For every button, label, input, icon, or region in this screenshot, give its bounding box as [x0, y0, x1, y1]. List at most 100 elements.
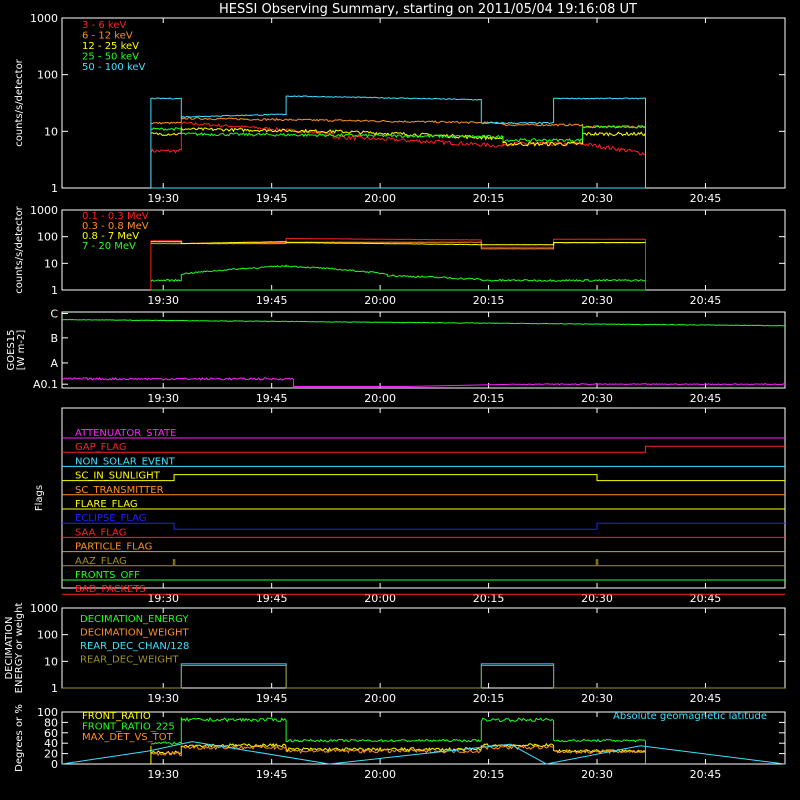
panel1-xtick-label: 20:45	[690, 192, 722, 205]
panel5-legend-entry: DECIMATION_WEIGHT	[80, 628, 189, 639]
panel6-ylabel: Degrees or %	[14, 704, 25, 772]
flag-label: FLARE_FLAG	[75, 499, 138, 510]
panel6-series-2	[150, 744, 646, 757]
panel5-xtick-label: 20:00	[364, 692, 396, 705]
panel2-xtick-label: 20:15	[473, 294, 505, 307]
panel3-ylabel: GOES15	[6, 329, 17, 370]
panel6-ytick-label: 20	[44, 748, 58, 761]
panel6-geomag-latitude	[61, 741, 786, 765]
panel2-series-3	[150, 264, 646, 283]
panel5-xtick-label: 20:45	[690, 692, 722, 705]
panel6-annotation: Absolute geomagnetic latitude	[613, 711, 767, 722]
panel6-ytick-label: 80	[44, 716, 58, 729]
panel6-xtick-label: 20:00	[364, 768, 396, 781]
panel3-ytick-label: B	[50, 332, 58, 345]
panel3-ytick-label: A0.1	[33, 378, 58, 391]
panel1-xtick-label: 20:30	[581, 192, 613, 205]
panel5-ytick-label: 10	[44, 655, 58, 668]
panel4-xtick-label: 19:30	[147, 592, 179, 605]
flag-label: ATTENUATOR_STATE	[75, 428, 176, 439]
panel2-xtick-label: 19:45	[256, 294, 288, 307]
panel6-ytick-label: 100	[37, 706, 58, 719]
flag-label: AAZ_FLAG	[75, 556, 127, 567]
flag-label: GAP_FLAG	[75, 442, 127, 453]
panel2-ytick-label: 1000	[30, 204, 58, 217]
panel4-xtick-label: 20:45	[690, 592, 722, 605]
panel3-xtick-label: 20:15	[473, 392, 505, 405]
panel5-xtick-label: 20:30	[581, 692, 613, 705]
panel5-ytick-label: 1000	[30, 602, 58, 615]
flag-label: SAA_FLAG	[75, 527, 126, 538]
panel3-series-0	[61, 318, 786, 327]
panel4-xtick-label: 20:30	[581, 592, 613, 605]
panel1-ytick-label: 10	[44, 125, 58, 138]
panel6-ytick-label: 60	[44, 727, 58, 740]
panel2-frame	[61, 209, 786, 291]
panel1-legend-entry: 50 - 100 keV	[82, 62, 146, 73]
panel5-legend-entry: REAR_DEC_CHAN/128	[80, 641, 189, 652]
panel5-legend-entry: DECIMATION_ENERGY	[80, 614, 189, 625]
panel3-frame	[61, 311, 786, 389]
panel1-series-2	[150, 126, 646, 147]
panel6-legend-entry: FRONT_RATIO_225	[82, 722, 175, 733]
flag-line-aaz_flag	[62, 559, 785, 567]
panel1-legend-entry: 6 - 12 keV	[82, 31, 133, 42]
panel2-series-2	[150, 241, 646, 246]
panel5-xtick-label: 19:30	[147, 692, 179, 705]
panel1-xtick-label: 19:45	[256, 192, 288, 205]
panel4-frame	[61, 407, 786, 589]
panel4-ylabel: Flags	[34, 485, 45, 511]
panel6-legend-entry: MAX_DET_VS_TOT	[82, 732, 174, 743]
panel6-xtick-label: 20:30	[581, 768, 613, 781]
panel3-xtick-label: 20:30	[581, 392, 613, 405]
panel6-frame	[61, 711, 786, 765]
panel2-legend-entry: 0.1 - 0.3 MeV	[82, 211, 149, 222]
panel5-series-3	[62, 664, 785, 689]
panel2-series-0	[150, 237, 646, 290]
panel5-xtick-label: 19:45	[256, 692, 288, 705]
panel6-xtick-label: 19:45	[256, 768, 288, 781]
panel1-ytick-label: 1000	[30, 12, 58, 25]
flag-label: SC_IN_SUNLIGHT	[75, 471, 161, 482]
panel3-xtick-label: 19:45	[256, 392, 288, 405]
panel3-series-1	[61, 376, 786, 387]
panel6-legend-entry: FRONT_RATIO	[82, 711, 151, 722]
panel2-ylabel: counts/s/detector	[14, 205, 25, 293]
panel1-ytick-label: 1	[51, 182, 58, 195]
flag-label: BAD_PACKETS	[75, 584, 146, 595]
panel6-xtick-label: 20:15	[473, 768, 505, 781]
panel5-ytick-label: 100	[37, 629, 58, 642]
panel1-xtick-label: 20:00	[364, 192, 396, 205]
panel2-ytick-label: 100	[37, 231, 58, 244]
panel5-series-2	[62, 663, 785, 689]
panel1-xtick-label: 19:30	[147, 192, 179, 205]
flag-label: PARTICLE_FLAG	[75, 542, 152, 553]
flag-label: NON_SOLAR_EVENT	[75, 456, 176, 467]
panel6-ytick-label: 40	[44, 737, 58, 750]
panel4-xtick-label: 20:00	[364, 592, 396, 605]
panel2-legend-entry: 7 - 20 MeV	[82, 241, 136, 252]
panel6-series-1	[150, 716, 646, 745]
panel2-ytick-label: 1	[51, 284, 58, 297]
panel3-ytick-label: C	[50, 308, 58, 321]
flag-line-eclipse_flag	[62, 522, 785, 530]
chart-title: HESSI Observing Summary, starting on 201…	[219, 2, 637, 17]
panel3-xtick-label: 19:30	[147, 392, 179, 405]
panel1-ylabel: counts/s/detector	[14, 58, 25, 146]
panel2-legend-entry: 0.3 - 0.8 MeV	[82, 221, 149, 232]
panel1-series-0	[150, 121, 646, 188]
flag-label: SC_TRANSMITTER	[75, 485, 164, 496]
panel1-ytick-label: 100	[37, 69, 58, 82]
panel3-ylabel2: [W m-2]	[16, 330, 27, 371]
panel2-xtick-label: 20:30	[581, 294, 613, 307]
panel5-ytick-label: 1	[51, 682, 58, 695]
panel1-xtick-label: 20:15	[473, 192, 505, 205]
panel5-legend-entry: REAR_DEC_WEIGHT	[80, 655, 179, 666]
panel6-xtick-label: 19:30	[147, 768, 179, 781]
panel1-series-4	[150, 95, 646, 188]
panel2-legend-entry: 0.8 - 7 MeV	[82, 231, 139, 242]
panel1-series-1	[150, 116, 646, 129]
panel6-xtick-label: 20:45	[690, 768, 722, 781]
flag-label: FRONTS_OFF	[75, 570, 140, 581]
